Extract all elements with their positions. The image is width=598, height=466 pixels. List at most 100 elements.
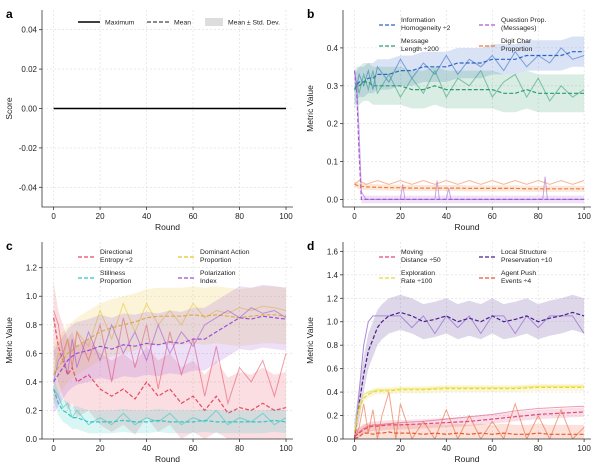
- x-tick-label: 20: [396, 444, 405, 453]
- y-tick-label: 0.2: [26, 406, 38, 415]
- y-tick-label: 0.2: [327, 412, 339, 421]
- x-tick-label: 60: [189, 212, 198, 221]
- y-tick-label: 0.0: [26, 435, 38, 444]
- y-tick-label: 0.6: [26, 349, 38, 358]
- x-tick-label: 0: [352, 212, 357, 221]
- legend-swatch: [205, 18, 223, 26]
- x-axis-label: Round: [155, 222, 180, 232]
- x-axis-label: Round: [155, 454, 180, 464]
- y-axis-label: Metric Value: [305, 317, 315, 364]
- y-tick-label: 0.2: [327, 120, 339, 129]
- mean-line-1: [53, 314, 287, 376]
- legend-label: Distance ÷50: [401, 257, 441, 264]
- x-tick-label: 80: [534, 212, 543, 221]
- std-band-3: [354, 422, 585, 439]
- y-tick-label: -0.02: [19, 144, 38, 153]
- mean-line-3: [354, 431, 585, 439]
- max-line-2: [354, 405, 585, 438]
- legend-label: Mean ± Std. Dev.: [228, 20, 280, 27]
- panel-label: a: [6, 7, 13, 21]
- x-tick-label: 20: [96, 212, 105, 221]
- series-group: [353, 294, 585, 439]
- x-tick-label: 80: [235, 444, 244, 453]
- legend-label: Polarization: [200, 270, 236, 277]
- x-tick-label: 20: [96, 444, 105, 453]
- max-line-2: [354, 70, 585, 200]
- y-tick-label: 0.0: [327, 435, 339, 444]
- mean-line-0: [353, 311, 585, 439]
- axes-spine: [342, 10, 591, 208]
- y-tick-label: 1.2: [327, 294, 339, 303]
- max-line-0: [354, 315, 585, 439]
- max-line-1: [354, 385, 585, 434]
- y-axis-label: Metric Value: [4, 317, 14, 364]
- mean-line-3: [354, 183, 585, 190]
- std-band-3: [354, 181, 585, 192]
- legend-label: Local Structure: [501, 249, 547, 256]
- legend-label: Proportion: [200, 257, 232, 264]
- x-tick-label: 0: [352, 444, 357, 453]
- x-tick-label: 80: [534, 444, 543, 453]
- y-tick-label: 0.4: [26, 378, 38, 387]
- series-group: [53, 282, 287, 439]
- x-tick-label: 100: [577, 212, 591, 221]
- y-tick-label: 1.6: [327, 247, 339, 256]
- x-tick-label: 100: [279, 444, 293, 453]
- panel-label: c: [6, 239, 13, 253]
- x-tick-label: 80: [235, 212, 244, 221]
- panel-d: 0 20 40 60 80 100 0.0 0.2 0.4 0.6 0.8 1.0 1.2 1.4 1.6 R…: [305, 239, 591, 464]
- legend-label: Homogeneity ÷2: [401, 25, 451, 32]
- legend-label: Mean: [174, 20, 191, 27]
- x-axis-label: Round: [454, 454, 479, 464]
- mean-line-2: [353, 70, 585, 200]
- y-tick-label: 0.4: [327, 388, 339, 397]
- x-tick-label: 0: [51, 212, 56, 221]
- legend-label: Question Prop.: [501, 17, 546, 24]
- x-tick-label: 20: [396, 212, 405, 221]
- y-tick-label: 0.1: [327, 158, 339, 167]
- max-line-1: [354, 69, 585, 102]
- max-line-2: [53, 388, 287, 426]
- x-tick-label: 100: [577, 444, 591, 453]
- x-tick-label: 40: [442, 212, 451, 221]
- mean-line-1: [353, 81, 585, 94]
- y-tick-label: 1.0: [26, 292, 38, 301]
- y-tick-label: -0.04: [19, 183, 38, 192]
- legend-label: Index: [200, 278, 217, 285]
- x-tick-label: 40: [142, 444, 151, 453]
- std-band-2: [53, 377, 286, 434]
- legend-label: Maximum: [105, 20, 135, 27]
- x-tick-label: 0: [51, 444, 56, 453]
- y-tick-label: 0.02: [21, 65, 37, 74]
- legend-label: Message: [401, 38, 429, 45]
- y-tick-label: 0.8: [327, 341, 339, 350]
- panel-a: 0 20 40 60 80 100 -0.04 -0.02 0.00 0.02 0.04 Round S…: [4, 7, 293, 232]
- mean-line-0: [353, 51, 585, 90]
- legend-label: Preservation ÷10: [501, 257, 553, 264]
- mean-line-3: [53, 315, 287, 383]
- x-tick-label: 60: [488, 212, 497, 221]
- std-band-1: [354, 63, 585, 113]
- legend-label: Moving: [401, 249, 423, 256]
- legend-label: Directional: [100, 249, 133, 256]
- panel-label: d: [307, 239, 314, 253]
- y-tick-label: 0.00: [21, 105, 37, 114]
- mean-line-2: [53, 388, 287, 423]
- y-tick-label: 0.3: [327, 82, 339, 91]
- y-tick-label: 0.6: [327, 365, 339, 374]
- legend-label: Entropy ÷2: [100, 257, 133, 264]
- series-group: [353, 36, 585, 204]
- panel-c: 0 20 40 60 80 100 0.0 0.2 0.4 0.6 0.8 1.0 1.2 Round Me…: [4, 239, 293, 464]
- max-line-3: [354, 391, 585, 439]
- std-band-0: [354, 36, 585, 105]
- legend-label: Stillness: [100, 270, 126, 277]
- max-line-0: [53, 310, 287, 406]
- x-tick-label: 40: [142, 212, 151, 221]
- y-axis-label: Score: [4, 97, 14, 119]
- std-band-3: [53, 284, 286, 414]
- legend-label: Events ÷4: [501, 278, 531, 285]
